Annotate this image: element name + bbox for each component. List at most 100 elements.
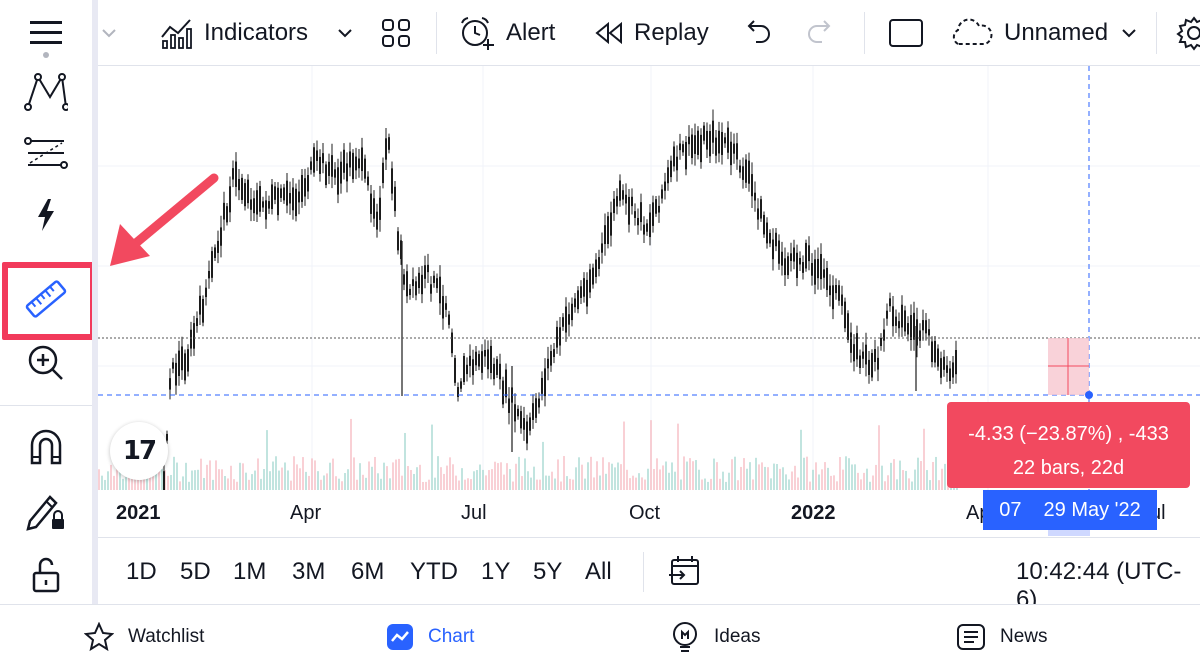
candle-body: [742, 166, 744, 180]
replay-button[interactable]: Replay: [594, 0, 709, 66]
volume-bar: [287, 470, 289, 490]
candle-body: [409, 288, 411, 296]
volume-bar: [266, 430, 268, 490]
clock-timezone[interactable]: 10:42:44 (UTC-6): [1016, 558, 1182, 613]
volume-bar: [857, 472, 859, 490]
candle-body: [178, 350, 180, 376]
candle-body: [652, 202, 654, 226]
candle-body: [850, 332, 852, 353]
candle-body: [697, 130, 699, 155]
candle-body: [700, 134, 702, 163]
volume-bar: [194, 470, 196, 490]
candle-body: [553, 349, 555, 358]
symbol-chevron-icon[interactable]: [100, 0, 118, 66]
ruler-icon[interactable]: [18, 274, 74, 324]
candle-body: [628, 196, 630, 225]
volume-bar: [182, 476, 184, 490]
candle-body: [406, 271, 408, 297]
alert-button[interactable]: Alert: [458, 0, 555, 66]
range-1m[interactable]: 1M: [233, 558, 267, 585]
volume-bar: [845, 456, 847, 490]
indicators-chevron-icon[interactable]: [336, 0, 354, 66]
candle-body: [343, 149, 345, 173]
redo-icon[interactable]: [806, 0, 836, 66]
candle-body: [505, 369, 507, 398]
volume-bar: [632, 475, 634, 490]
undo-icon[interactable]: [742, 0, 772, 66]
candle-body: [952, 362, 954, 378]
nav-news[interactable]: News: [956, 605, 1048, 667]
candle-body: [592, 267, 594, 285]
candle-body: [688, 136, 690, 145]
layout-chevron-icon[interactable]: [1120, 0, 1138, 66]
layout-name-button[interactable]: Unnamed: [948, 0, 1108, 66]
volume-bar: [710, 478, 712, 490]
volume-bar: [713, 458, 715, 490]
settings-icon[interactable]: [1176, 0, 1200, 66]
volume-bar: [293, 456, 295, 490]
unlock-icon[interactable]: [18, 550, 74, 600]
candle-body: [574, 298, 576, 308]
volume-bar: [566, 476, 568, 490]
pattern-icon[interactable]: [18, 66, 74, 116]
crosshair-time-label: 07 29 May '22: [983, 490, 1157, 530]
volume-bar: [185, 462, 187, 490]
fullscreen-icon[interactable]: [888, 0, 924, 66]
candle-body: [934, 340, 936, 363]
volume-bar: [935, 456, 937, 490]
candle-body: [658, 205, 660, 213]
volume-bar: [821, 469, 823, 490]
volume-bar: [629, 478, 631, 490]
menu-icon[interactable]: [18, 8, 74, 58]
zoom-in-icon[interactable]: [18, 338, 74, 388]
fib-icon[interactable]: [18, 128, 74, 178]
candle-body: [229, 186, 231, 213]
range-6m[interactable]: 6M: [351, 558, 385, 585]
time-tick: 2022: [791, 502, 836, 524]
templates-icon[interactable]: [380, 0, 412, 66]
range-1d[interactable]: 1D: [126, 558, 157, 585]
tradingview-logo[interactable]: 17: [110, 422, 168, 480]
nav-watchlist[interactable]: Watchlist: [84, 605, 204, 667]
volume-bar: [842, 469, 844, 490]
volume-bar: [698, 469, 700, 490]
volume-bar: [488, 470, 490, 490]
range-5d[interactable]: 5D: [180, 558, 211, 585]
candle-body: [793, 247, 795, 262]
candle-body: [607, 216, 609, 244]
range-5y[interactable]: 5Y: [533, 558, 563, 585]
range-1y[interactable]: 1Y: [481, 558, 511, 585]
candle-body: [499, 363, 501, 380]
volume-bar: [917, 457, 919, 490]
candle-body: [385, 138, 387, 160]
candle-body: [955, 350, 957, 375]
range-ytd[interactable]: YTD: [410, 558, 458, 585]
volume-bar: [302, 457, 304, 490]
volume-bar: [512, 481, 514, 490]
candle-body: [694, 135, 696, 154]
magnet-icon[interactable]: [18, 422, 74, 472]
candle-body: [895, 316, 897, 326]
crosshair-date: 29 May '22: [1043, 498, 1141, 521]
volume-bar: [929, 480, 931, 490]
toolbar-divider: [864, 12, 865, 54]
volume-bar: [683, 456, 685, 490]
candle-body: [685, 141, 687, 170]
range-3m[interactable]: 3M: [292, 558, 326, 585]
candle-body: [373, 198, 375, 219]
candle-body: [808, 245, 810, 262]
nav-ideas[interactable]: Ideas: [670, 605, 760, 667]
candle-body: [256, 190, 258, 215]
indicators-button[interactable]: Indicators: [160, 0, 308, 66]
pencil-lock-icon[interactable]: [18, 486, 74, 536]
volume-bar: [794, 465, 796, 490]
range-all[interactable]: All: [585, 558, 612, 585]
goto-date-icon[interactable]: [668, 554, 702, 593]
volume-bar: [734, 456, 736, 490]
nav-chart[interactable]: Chart: [386, 605, 474, 667]
volume-bar: [644, 479, 646, 490]
lightning-icon[interactable]: [18, 190, 74, 240]
volume-bar: [923, 428, 925, 490]
volume-bar: [764, 466, 766, 490]
time-axis[interactable]: 2021 Apr Jul Oct 2022 Ap ul 07 29 May '2…: [98, 490, 1200, 538]
